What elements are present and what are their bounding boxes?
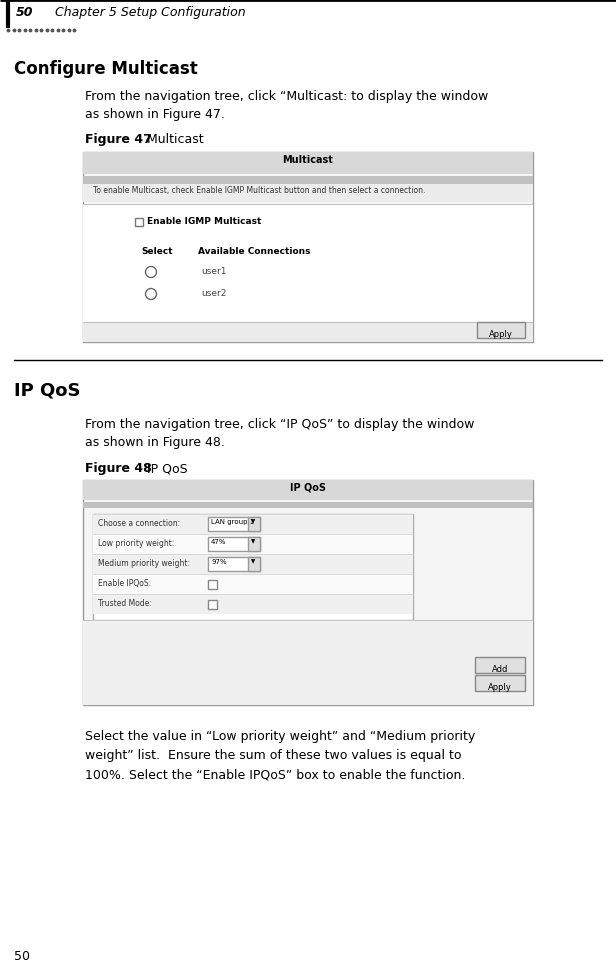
Bar	[208, 537, 260, 551]
Bar	[475, 657, 525, 673]
Bar	[248, 557, 260, 571]
Text: Apply: Apply	[488, 683, 512, 692]
Bar	[248, 517, 260, 531]
Text: 50: 50	[16, 6, 33, 19]
Text: From the navigation tree, click “IP QoS” to display the window: From the navigation tree, click “IP QoS”…	[85, 418, 474, 431]
Text: Figure 48: Figure 48	[85, 462, 152, 475]
Text: 97%: 97%	[211, 559, 227, 565]
Text: user2: user2	[201, 289, 226, 298]
Bar	[83, 322, 533, 342]
Text: LAN group 1: LAN group 1	[211, 519, 254, 525]
Text: IP QoS: IP QoS	[143, 462, 188, 475]
Bar	[83, 620, 533, 705]
Text: Available Connections: Available Connections	[198, 247, 310, 256]
Text: 50: 50	[14, 950, 30, 963]
Circle shape	[145, 266, 156, 278]
Bar	[208, 580, 217, 589]
Text: 100%. Select the “Enable IPQoS” box to enable the function.: 100%. Select the “Enable IPQoS” box to e…	[85, 768, 465, 781]
Text: Apply: Apply	[489, 330, 513, 339]
Bar	[135, 218, 143, 226]
Bar	[83, 176, 533, 184]
Bar	[248, 537, 260, 551]
Text: From the navigation tree, click “Multicast: to display the window: From the navigation tree, click “Multica…	[85, 90, 488, 103]
Bar	[208, 517, 260, 531]
Text: Trusted Mode:: Trusted Mode:	[98, 599, 152, 608]
Text: Enable IPQoS:: Enable IPQoS:	[98, 579, 151, 588]
Text: Configure Multicast: Configure Multicast	[14, 60, 198, 78]
Text: Select the value in “Low priority weight” and “Medium priority: Select the value in “Low priority weight…	[85, 730, 476, 743]
Bar	[83, 480, 533, 500]
Text: Multicast: Multicast	[283, 155, 333, 165]
Bar	[93, 594, 413, 614]
Bar	[83, 502, 533, 508]
Text: as shown in Figure 47.: as shown in Figure 47.	[85, 108, 225, 121]
Bar	[83, 204, 533, 342]
Bar	[475, 675, 525, 691]
Bar	[83, 480, 533, 705]
Text: IP QoS: IP QoS	[14, 382, 81, 400]
Text: ▼: ▼	[251, 539, 255, 544]
Text: ▼: ▼	[251, 519, 255, 524]
Text: Add: Add	[492, 665, 508, 674]
Bar	[93, 574, 413, 594]
Text: user1: user1	[201, 267, 227, 276]
Text: Low priority weight:: Low priority weight:	[98, 539, 174, 548]
Text: 47%: 47%	[211, 539, 227, 545]
Bar	[93, 534, 413, 554]
Text: Select: Select	[141, 247, 172, 256]
Text: Figure 47: Figure 47	[85, 133, 152, 146]
Text: Medium priority weight:: Medium priority weight:	[98, 559, 190, 568]
Circle shape	[145, 288, 156, 300]
Text: ▼: ▼	[251, 559, 255, 564]
Text: as shown in Figure 48.: as shown in Figure 48.	[85, 436, 225, 449]
Text: To enable Multicast, check Enable IGMP Multicast button and then select a connec: To enable Multicast, check Enable IGMP M…	[93, 186, 426, 195]
Bar	[93, 554, 413, 574]
Bar	[83, 184, 533, 202]
Text: weight” list.  Ensure the sum of these two values is equal to: weight” list. Ensure the sum of these tw…	[85, 749, 461, 762]
Bar	[208, 557, 260, 571]
Bar	[93, 514, 413, 534]
Text: IP QoS: IP QoS	[290, 482, 326, 492]
Text: Chapter 5 Setup Configuration: Chapter 5 Setup Configuration	[55, 6, 246, 19]
Bar	[83, 152, 533, 342]
Text: Choose a connection:: Choose a connection:	[98, 519, 180, 528]
Bar	[83, 152, 533, 174]
Bar	[208, 600, 217, 609]
Bar	[477, 322, 525, 338]
Bar	[93, 514, 413, 620]
Text: Multicast: Multicast	[143, 133, 204, 146]
Text: Enable IGMP Multicast: Enable IGMP Multicast	[147, 217, 261, 226]
